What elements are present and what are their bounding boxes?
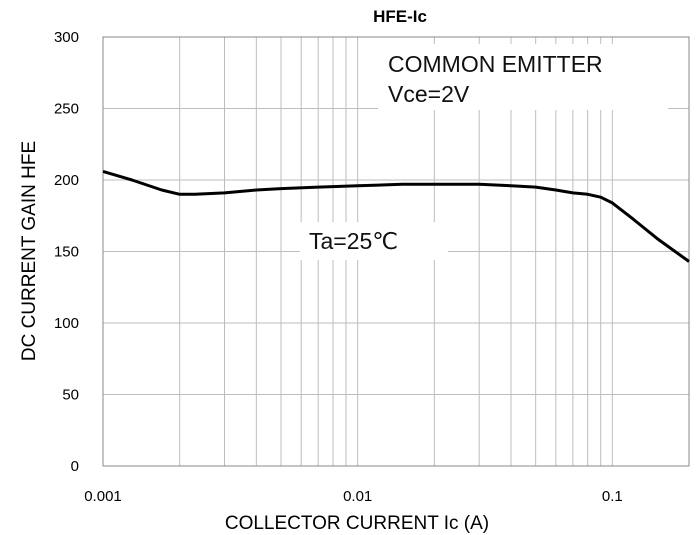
chart-title: HFE-Ic (373, 7, 427, 26)
x-axis-ticks: 0.001 0.01 0.1 (84, 488, 623, 505)
condition-label-vce: Vce=2V (388, 81, 470, 107)
y-tick-label: 150 (54, 244, 79, 261)
x-axis-label: COLLECTOR CURRENT Ic (A) (225, 513, 489, 534)
y-axis-label: DC CURRENT GAIN HFE (19, 141, 40, 361)
hfe-curve (102, 169, 690, 263)
temperature-label-background (300, 222, 448, 260)
y-tick-label: 50 (62, 387, 79, 404)
y-tick-label: 200 (54, 172, 79, 189)
y-tick-label: 0 (71, 458, 79, 475)
condition-label-common-emitter: COMMON EMITTER (388, 51, 603, 77)
x-tick-label: 0.001 (84, 488, 122, 505)
x-tick-label: 0.01 (343, 488, 372, 505)
condition-label-background (378, 44, 668, 110)
temperature-label: Ta=25℃ (309, 228, 398, 254)
y-tick-label: 300 (54, 29, 79, 46)
x-tick-label: 0.1 (602, 488, 623, 505)
y-axis-ticks: 0 50 100 150 200 250 300 (54, 29, 79, 475)
y-tick-label: 250 (54, 101, 79, 118)
y-tick-label: 100 (54, 315, 79, 332)
plot-frame (102, 36, 690, 467)
